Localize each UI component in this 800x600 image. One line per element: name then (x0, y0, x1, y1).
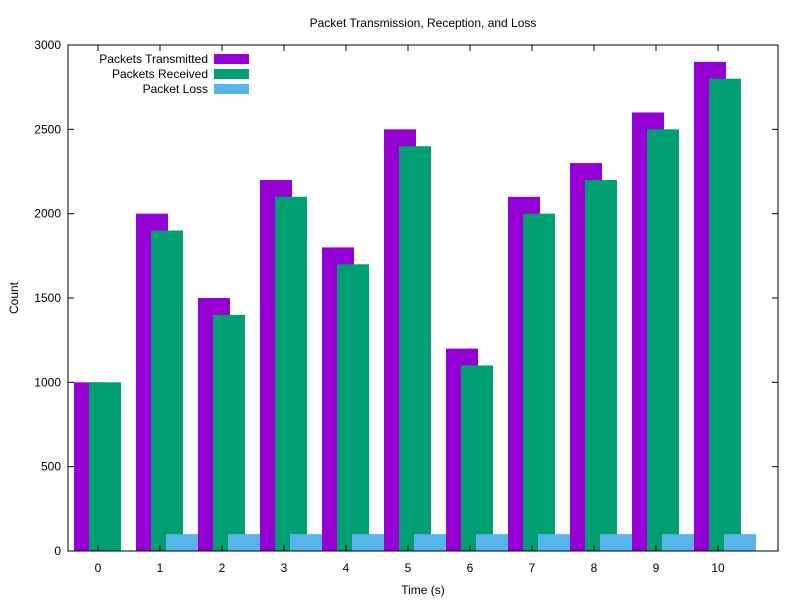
x-tick-label: 5 (405, 561, 412, 575)
bar-packet-loss-1 (166, 534, 198, 551)
bar-packets-received-7 (523, 213, 555, 551)
bar-packet-loss-6 (476, 534, 508, 551)
y-tick-label: 2000 (34, 207, 61, 221)
legend-swatch-packet-loss (214, 84, 249, 94)
bar-packets-received-9 (647, 129, 679, 552)
bar-packet-loss-9 (662, 534, 694, 551)
bar-packets-received-2 (213, 314, 245, 551)
legend-label-packets-received: Packets Received (112, 67, 208, 81)
x-tick-label: 2 (219, 561, 226, 575)
bar-packets-received-5 (399, 146, 431, 551)
x-axis: 0 1 2 3 4 5 6 7 8 9 10 (95, 45, 725, 575)
x-tick-label: 10 (711, 561, 725, 575)
bar-packets-received-1 (151, 230, 183, 552)
y-tick-label: 1000 (34, 375, 61, 389)
chart-title: Packet Transmission, Reception, and Loss (310, 16, 537, 30)
bar-packets-received-3 (275, 196, 307, 552)
x-tick-label: 1 (157, 561, 164, 575)
bar-packet-loss-7 (538, 534, 570, 551)
x-tick-label: 9 (653, 561, 660, 575)
x-tick-label: 7 (529, 561, 536, 575)
y-tick-label: 500 (41, 460, 61, 474)
legend-label-packets-transmitted: Packets Transmitted (99, 52, 208, 66)
x-axis-label: Time (s) (401, 583, 445, 597)
bar-packet-loss-3 (290, 534, 322, 551)
bar-packet-loss-4 (352, 534, 384, 551)
bar-packets-received-8 (585, 179, 617, 551)
bar-packet-loss-10 (724, 534, 756, 551)
y-tick-label: 1500 (34, 291, 61, 305)
bar-packets-received-10 (709, 78, 741, 551)
x-tick-label: 8 (591, 561, 598, 575)
y-tick-label: 0 (54, 544, 61, 558)
y-tick-label: 3000 (34, 38, 61, 52)
legend-swatch-packets-received (214, 69, 249, 79)
bar-packet-loss-8 (600, 534, 632, 551)
bar-packets-received-0 (89, 382, 121, 551)
legend-label-packet-loss: Packet Loss (143, 82, 208, 96)
x-tick-label: 0 (95, 561, 102, 575)
bar-packets-received-6 (461, 365, 493, 551)
y-axis: 0 500 1000 1500 2000 2500 3000 (34, 38, 778, 558)
bars-layer (74, 61, 756, 552)
y-tick-label: 2500 (34, 122, 61, 136)
x-tick-label: 3 (281, 561, 288, 575)
x-tick-label: 4 (343, 561, 350, 575)
bar-packet-loss-5 (414, 534, 446, 551)
legend-swatch-packets-transmitted (214, 54, 249, 64)
x-tick-label: 6 (467, 561, 474, 575)
bar-packets-received-4 (337, 264, 369, 551)
y-axis-label: Count (7, 281, 21, 314)
bar-packet-loss-2 (228, 534, 260, 551)
